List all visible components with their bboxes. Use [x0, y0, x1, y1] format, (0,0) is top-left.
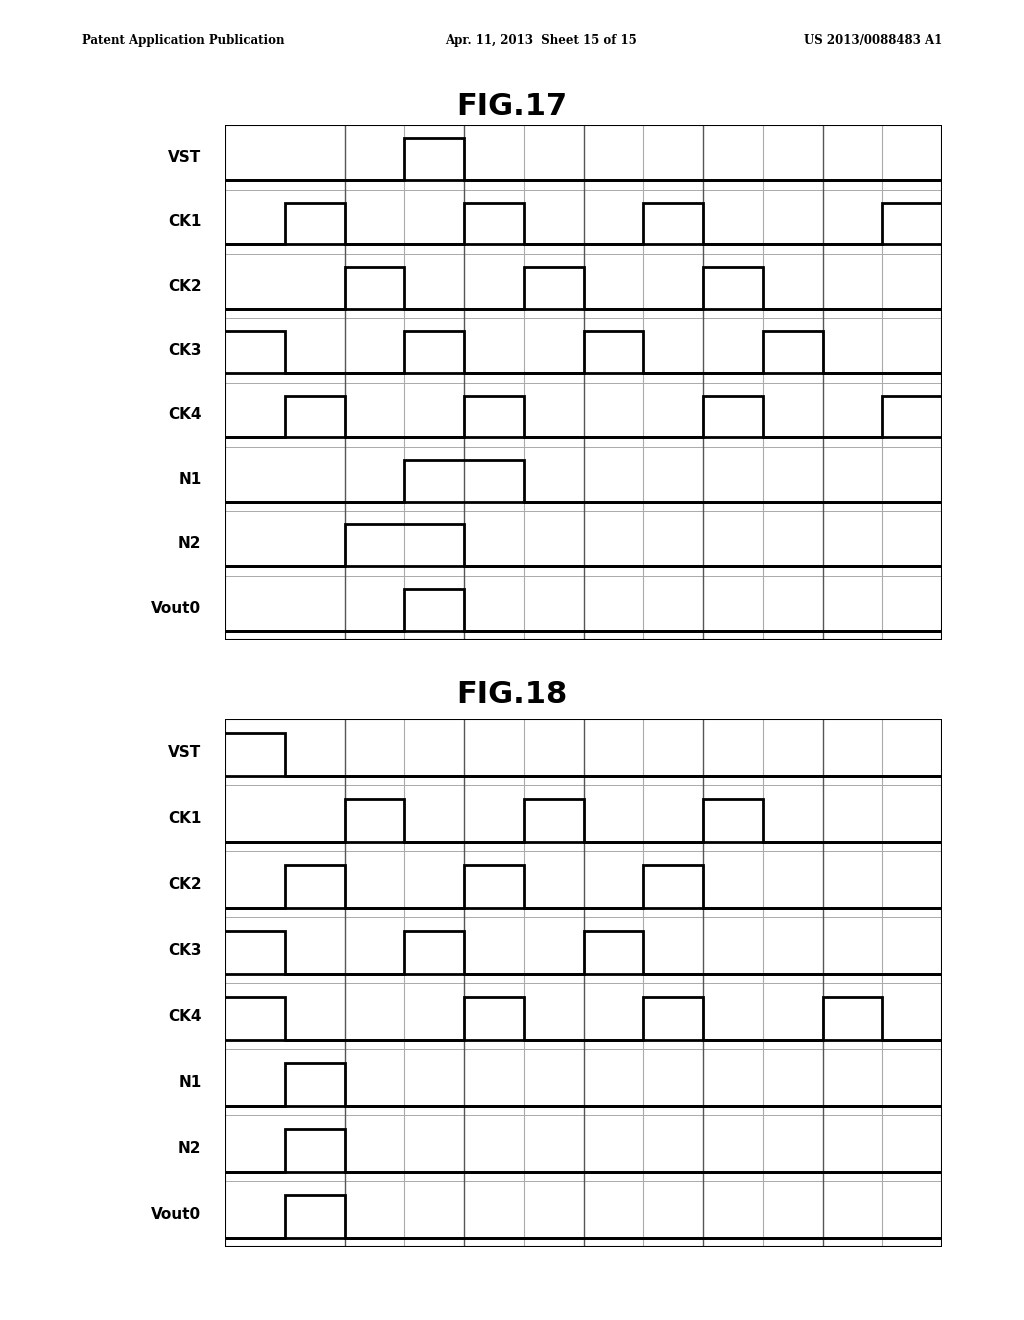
Text: Vout0: Vout0 [152, 1206, 202, 1222]
Text: CK1: CK1 [168, 214, 202, 230]
Text: CK3: CK3 [168, 343, 202, 358]
Text: N2: N2 [178, 536, 202, 552]
Text: CK3: CK3 [168, 942, 202, 958]
Text: FIG.18: FIG.18 [457, 680, 567, 709]
Text: US 2013/0088483 A1: US 2013/0088483 A1 [804, 34, 942, 48]
Text: Vout0: Vout0 [152, 601, 202, 615]
Text: VST: VST [168, 150, 202, 165]
Text: VST: VST [168, 744, 202, 760]
Text: N1: N1 [178, 471, 202, 487]
Text: N2: N2 [178, 1140, 202, 1156]
Text: Patent Application Publication: Patent Application Publication [82, 34, 285, 48]
Text: CK1: CK1 [168, 810, 202, 826]
Text: CK2: CK2 [168, 279, 202, 294]
Text: N1: N1 [178, 1074, 202, 1090]
Text: Apr. 11, 2013  Sheet 15 of 15: Apr. 11, 2013 Sheet 15 of 15 [445, 34, 637, 48]
Text: CK4: CK4 [168, 408, 202, 422]
Text: CK4: CK4 [168, 1008, 202, 1024]
Text: FIG.17: FIG.17 [457, 92, 567, 121]
Text: CK2: CK2 [168, 876, 202, 892]
